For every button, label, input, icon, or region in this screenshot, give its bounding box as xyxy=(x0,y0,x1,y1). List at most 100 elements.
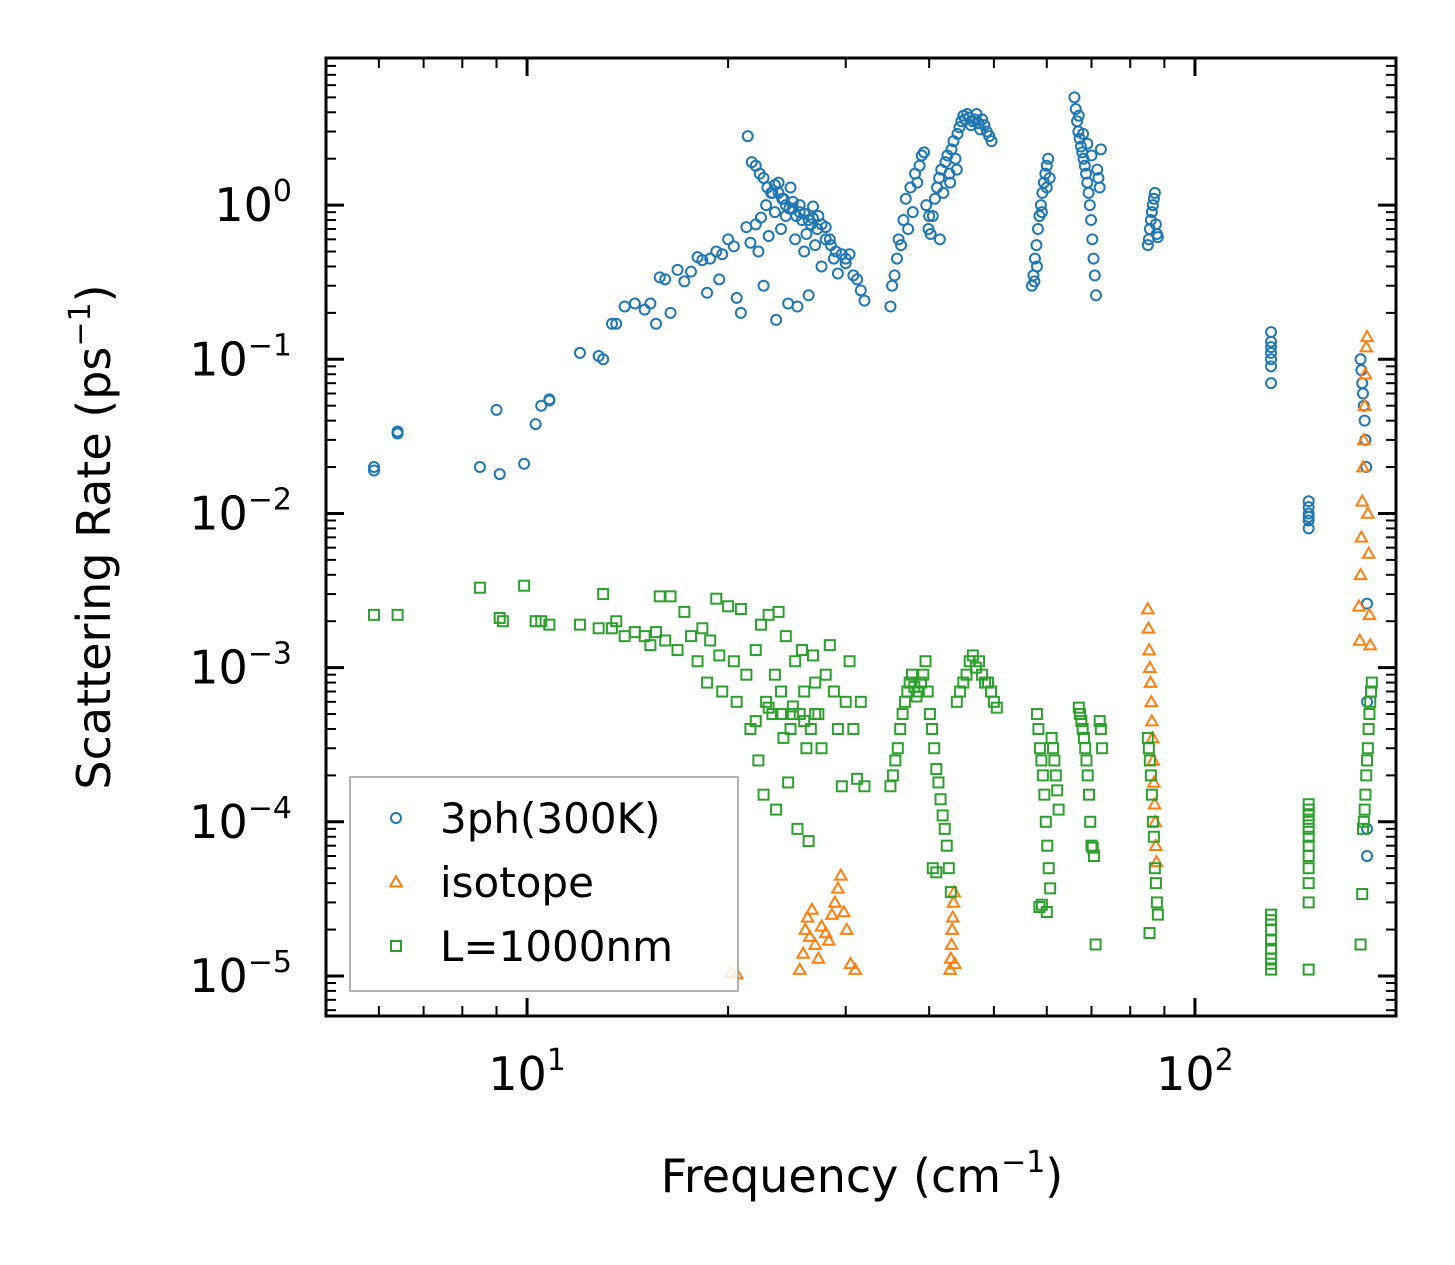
data-point xyxy=(947,955,963,970)
data-point xyxy=(1145,788,1158,801)
data-point xyxy=(368,608,381,621)
data-point xyxy=(847,722,860,735)
data-point xyxy=(757,788,770,801)
data-point xyxy=(644,297,657,310)
data-point xyxy=(1040,905,1053,918)
data-point xyxy=(779,630,792,643)
data-point xyxy=(368,461,381,474)
data-point xyxy=(1079,742,1092,755)
data-point xyxy=(1141,239,1154,252)
data-point xyxy=(597,588,610,601)
data-point xyxy=(839,695,852,708)
data-point xyxy=(1041,839,1054,852)
legend-marker-square xyxy=(390,940,402,952)
data-point xyxy=(1149,877,1162,890)
data-point xyxy=(933,233,946,246)
data-point xyxy=(944,176,957,189)
data-point xyxy=(727,240,740,253)
data-point xyxy=(727,655,740,668)
data-point xyxy=(605,317,618,330)
data-point xyxy=(1359,788,1372,801)
data-point xyxy=(1096,742,1109,755)
data-point xyxy=(783,202,796,215)
data-point xyxy=(949,152,962,165)
data-point xyxy=(843,955,858,970)
data-point xyxy=(815,742,828,755)
data-point xyxy=(892,233,905,246)
data-point xyxy=(945,909,961,923)
data-point xyxy=(804,901,820,915)
data-point xyxy=(902,222,915,235)
data-point xyxy=(888,269,901,282)
data-point xyxy=(1365,676,1378,689)
data-point xyxy=(752,245,765,258)
data-point xyxy=(1093,181,1106,194)
data-point xyxy=(716,685,729,698)
data-point xyxy=(1265,360,1278,373)
data-point xyxy=(1361,545,1377,559)
data-point xyxy=(768,206,781,219)
data-point xyxy=(691,655,704,668)
data-point xyxy=(824,906,840,920)
data-point xyxy=(1357,815,1370,828)
data-point xyxy=(696,622,709,635)
data-point xyxy=(1036,769,1049,782)
data-point xyxy=(1030,239,1043,252)
data-point xyxy=(944,936,959,950)
data-point xyxy=(920,199,933,212)
data-point xyxy=(535,399,548,412)
data-point xyxy=(659,273,672,286)
data-point xyxy=(827,894,843,908)
data-point xyxy=(473,581,486,594)
data-point xyxy=(792,961,808,975)
data-point xyxy=(1143,694,1159,708)
data-point xyxy=(1087,850,1100,863)
data-point xyxy=(795,945,811,959)
y-tick-label: 100 xyxy=(214,174,292,232)
data-point xyxy=(610,615,623,628)
data-point xyxy=(1361,754,1374,767)
data-point xyxy=(921,685,934,698)
data-point xyxy=(1265,353,1278,366)
data-point xyxy=(671,263,684,276)
data-point xyxy=(1143,674,1158,688)
y-tick-label: 10−1 xyxy=(189,328,292,386)
data-point xyxy=(1361,607,1377,621)
data-point xyxy=(1074,140,1087,153)
data-point xyxy=(894,722,907,735)
data-point xyxy=(809,676,822,689)
data-point xyxy=(1265,942,1278,955)
data-point xyxy=(749,715,762,728)
data-point xyxy=(1302,877,1315,890)
data-point xyxy=(1365,685,1378,698)
data-point xyxy=(1356,888,1369,901)
data-point xyxy=(1151,908,1164,921)
data-point xyxy=(685,265,698,278)
data-point xyxy=(1075,715,1088,728)
data-point xyxy=(543,618,556,631)
data-point xyxy=(1360,505,1376,519)
data-point xyxy=(923,708,936,721)
y-tick-label: 10−4 xyxy=(189,791,292,849)
data-point xyxy=(573,618,586,631)
data-point xyxy=(722,600,735,613)
data-point xyxy=(939,156,952,169)
data-point xyxy=(1077,127,1090,140)
data-point xyxy=(791,300,804,313)
data-point xyxy=(1265,346,1278,359)
data-point xyxy=(912,685,925,698)
data-point xyxy=(786,195,799,208)
data-point xyxy=(889,754,902,767)
data-point xyxy=(936,809,949,822)
data-point xyxy=(1361,850,1374,863)
data-point xyxy=(1038,788,1051,801)
data-point xyxy=(969,661,982,674)
data-point xyxy=(798,685,811,698)
series-L=1000nm xyxy=(368,579,1378,976)
data-point xyxy=(1035,754,1048,767)
data-points xyxy=(368,91,1378,980)
data-point xyxy=(493,611,506,624)
major-ticks xyxy=(326,58,1396,1016)
data-point xyxy=(807,649,820,662)
